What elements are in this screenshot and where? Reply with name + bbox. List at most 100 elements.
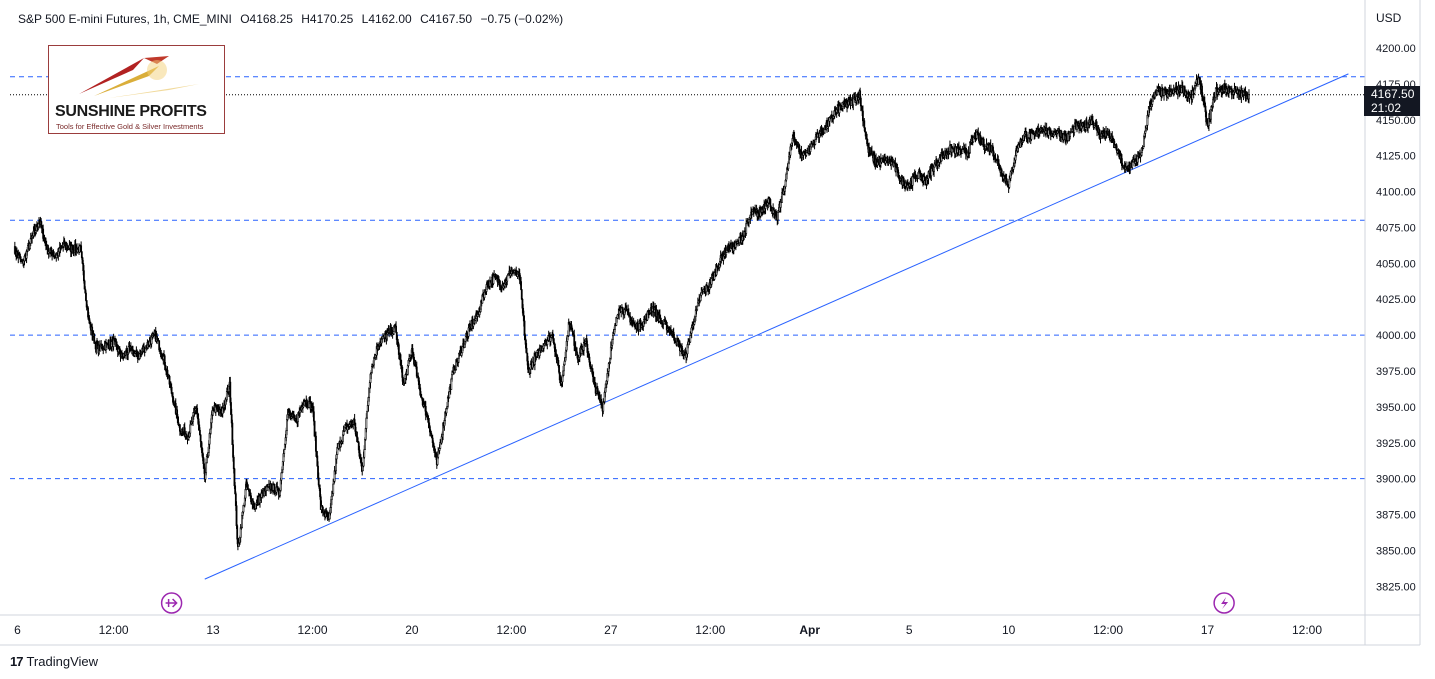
- tradingview-branding[interactable]: 17 TradingView: [10, 654, 98, 669]
- candle-body: [596, 388, 599, 394]
- current-price: 4167.50: [1371, 87, 1415, 101]
- trendline: [204, 73, 1349, 580]
- candle-body: [710, 277, 713, 285]
- time-tick-label: 12:00: [1093, 623, 1123, 637]
- ohlc-low: L4162.00: [361, 12, 412, 26]
- candle-body: [520, 289, 523, 300]
- time-tick-label: 6: [14, 623, 21, 637]
- candle-body: [205, 462, 208, 474]
- price-tick-label: 4200.00: [1376, 43, 1416, 55]
- candle-body: [363, 449, 366, 458]
- candle-body: [911, 175, 914, 186]
- time-axis[interactable]: 6 12:00 13 12:00 20 12:00 27 12:00 Apr 5 10 12:00 17…: [0, 614, 1420, 646]
- tradingview-logo-icon: 17: [10, 654, 24, 669]
- price-tick-label: 3925.00: [1376, 438, 1416, 450]
- candle-body: [494, 274, 497, 278]
- candle-body: [166, 369, 169, 378]
- candle-body: [170, 386, 173, 394]
- candle-body: [244, 489, 247, 499]
- candle-body: [395, 325, 397, 333]
- candle-body: [506, 275, 509, 282]
- time-tick-label: 12:00: [496, 623, 526, 637]
- candle-body: [1030, 132, 1033, 140]
- bar-countdown: 21:02: [1371, 101, 1402, 115]
- price-tick-label: 4150.00: [1376, 115, 1416, 127]
- ohlc-open: O4168.25: [240, 12, 293, 26]
- time-tick-label: 10: [1002, 623, 1016, 637]
- candle-body: [1096, 125, 1098, 131]
- logo-tagline: Tools for Effective Gold & Silver Invest…: [56, 122, 204, 131]
- candle-body: [315, 435, 317, 452]
- candle-body: [525, 347, 528, 354]
- candle-body: [520, 281, 522, 290]
- candle-body: [283, 449, 286, 454]
- candle-body: [859, 97, 862, 107]
- candle-body: [373, 357, 375, 366]
- candle-body: [451, 371, 454, 375]
- candle-body: [772, 207, 775, 211]
- price-axis[interactable]: 4200.004175.004150.004125.004100.004075.…: [1364, 0, 1421, 645]
- price-tick-label: 3950.00: [1376, 402, 1416, 414]
- tradingview-label: TradingView: [26, 654, 99, 669]
- price-tick-label: 4025.00: [1376, 294, 1416, 306]
- candle-body: [178, 424, 181, 432]
- time-tick-label: 12:00: [297, 623, 327, 637]
- sunshine-profits-logo: SUNSHINE PROFITS Tools for Effective Gol…: [48, 45, 225, 134]
- candle-body: [1210, 109, 1212, 120]
- candles: [13, 73, 1250, 551]
- candle-body: [558, 364, 560, 373]
- candle-body: [80, 251, 83, 258]
- candle-body: [1144, 130, 1147, 134]
- candle-body: [903, 181, 906, 187]
- price-tick-label: 3975.00: [1376, 366, 1416, 378]
- ohlc-high: H4170.25: [301, 12, 354, 26]
- horizontal-levels: [10, 76, 1365, 480]
- logo-name: SUNSHINE PROFITS: [55, 103, 207, 120]
- price-tick-label: 3875.00: [1376, 510, 1416, 522]
- trendline-layer: [204, 73, 1349, 580]
- candle-body: [612, 335, 614, 340]
- time-tick-label: 12:00: [99, 623, 129, 637]
- candle-body: [460, 352, 463, 356]
- price-tick-label: 4075.00: [1376, 222, 1416, 234]
- candle-body: [360, 462, 363, 467]
- candle-body: [933, 166, 935, 172]
- candle-body: [974, 132, 977, 138]
- candle-body: [37, 223, 40, 228]
- candle-body: [232, 456, 235, 470]
- candle-body: [317, 477, 320, 486]
- candle-body: [236, 525, 239, 540]
- candle-body: [1214, 87, 1217, 98]
- candle-body: [1006, 181, 1009, 185]
- dividend-event-icon[interactable]: [160, 592, 183, 614]
- candle-body: [864, 127, 866, 133]
- current-price-tag: 4167.50 21:02: [1364, 86, 1420, 116]
- candle-body: [199, 434, 202, 442]
- candle-body: [523, 320, 526, 336]
- symbol-legend: S&P 500 E-mini Futures, 1h, CME_MINI O41…: [18, 12, 568, 26]
- candle-body: [638, 323, 641, 330]
- candle-body: [235, 505, 238, 527]
- candle-body: [1089, 119, 1092, 124]
- candle-body: [158, 340, 161, 351]
- time-tick-label: 12:00: [1292, 623, 1322, 637]
- candle-body: [366, 411, 368, 419]
- earnings-event-icon[interactable]: [1213, 592, 1235, 614]
- price-tick-label: 4125.00: [1376, 151, 1416, 163]
- candle-body: [830, 115, 833, 119]
- candle-body: [689, 335, 692, 343]
- candle-body: [273, 483, 276, 493]
- candle-body: [365, 417, 368, 429]
- time-tick-label: Apr: [799, 623, 820, 637]
- symbol-title: S&P 500 E-mini Futures, 1h, CME_MINI: [18, 12, 232, 26]
- price-tick-label: 3850.00: [1376, 545, 1416, 557]
- candle-body: [144, 348, 147, 353]
- candle-body: [353, 419, 356, 424]
- candle-body: [335, 454, 338, 460]
- logo-swoosh-icon: [79, 56, 199, 98]
- candle-body: [777, 211, 779, 221]
- price-change: −0.75 (−0.02%): [480, 12, 564, 26]
- candle-body: [332, 483, 335, 494]
- event-markers: [160, 592, 1235, 614]
